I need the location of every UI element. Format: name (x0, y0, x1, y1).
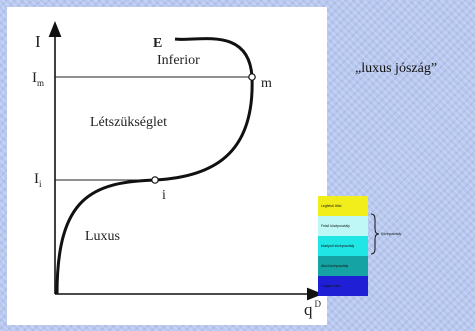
legend-item-label: Felső középosztály (321, 224, 350, 228)
region-label-letszukseglet: Létszükséglet (90, 115, 167, 130)
tick-label-im: Im (32, 70, 44, 88)
legend-item: Alsó középosztály (318, 256, 368, 276)
brace-icon (370, 213, 380, 255)
legend-item: Legfelső ötöd (318, 196, 368, 216)
legend-item: középső középosztály (318, 236, 368, 256)
region-label-inferior: Inferior (157, 53, 200, 68)
legend-item-label: Alsó középosztály (321, 264, 349, 268)
curve-label-e: E (153, 36, 162, 51)
tick-label-ii: Ii (34, 171, 42, 189)
point-label-i: i (162, 188, 166, 203)
legend-item-label: középső középosztály (321, 244, 355, 248)
region-label-luxus: Luxus (85, 229, 120, 244)
y-axis-label: I (35, 32, 41, 51)
point-label-m: m (261, 76, 272, 91)
engel-curve (55, 37, 254, 295)
legend-item: Legalsó ötöd (318, 276, 368, 296)
legend-item: Felső középosztály (318, 216, 368, 236)
brace-label: Középosztály (381, 232, 402, 236)
point-m (248, 73, 256, 81)
class-legend: Legfelső ötöd Felső középosztály középső… (318, 196, 368, 296)
legend-item-label: Legfelső ötöd (321, 204, 342, 208)
legend-item-label: Legalsó ötöd (321, 284, 341, 288)
side-caption: „luxus jószág” (355, 61, 438, 76)
point-i (151, 176, 159, 184)
